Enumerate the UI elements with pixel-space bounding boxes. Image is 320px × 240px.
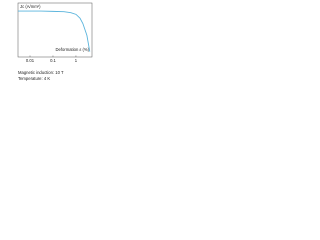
chart: Jc (A/mm²) Deformation ε (%) Magnetic in… [17, 2, 93, 81]
x-tick-label: 1 [75, 58, 78, 63]
x-axis-label: Deformation ε (%) [55, 47, 89, 52]
y-axis-label: Jc (A/mm²) [20, 4, 41, 9]
plot-frame [17, 2, 93, 58]
data-line [18, 10, 91, 52]
annotation: Magnetic induction: 10 T [18, 70, 64, 75]
annotation: Temperature: 4 K [18, 76, 50, 81]
x-tick-label: 0.01 [26, 58, 35, 63]
x-tick-label: 0.1 [50, 58, 56, 63]
